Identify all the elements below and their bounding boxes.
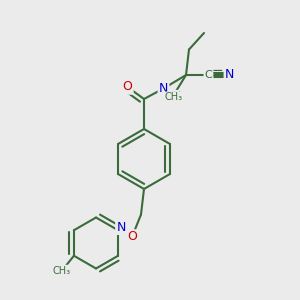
- Text: CH₃: CH₃: [53, 266, 71, 276]
- Text: O: O: [127, 230, 137, 244]
- Text: H: H: [173, 91, 181, 101]
- Text: CH₃: CH₃: [165, 92, 183, 103]
- Text: N: N: [159, 82, 168, 95]
- Text: O: O: [123, 80, 132, 94]
- Text: C: C: [205, 70, 212, 80]
- Text: ≡: ≡: [211, 66, 223, 80]
- Text: N: N: [116, 221, 126, 234]
- Text: N: N: [225, 68, 234, 82]
